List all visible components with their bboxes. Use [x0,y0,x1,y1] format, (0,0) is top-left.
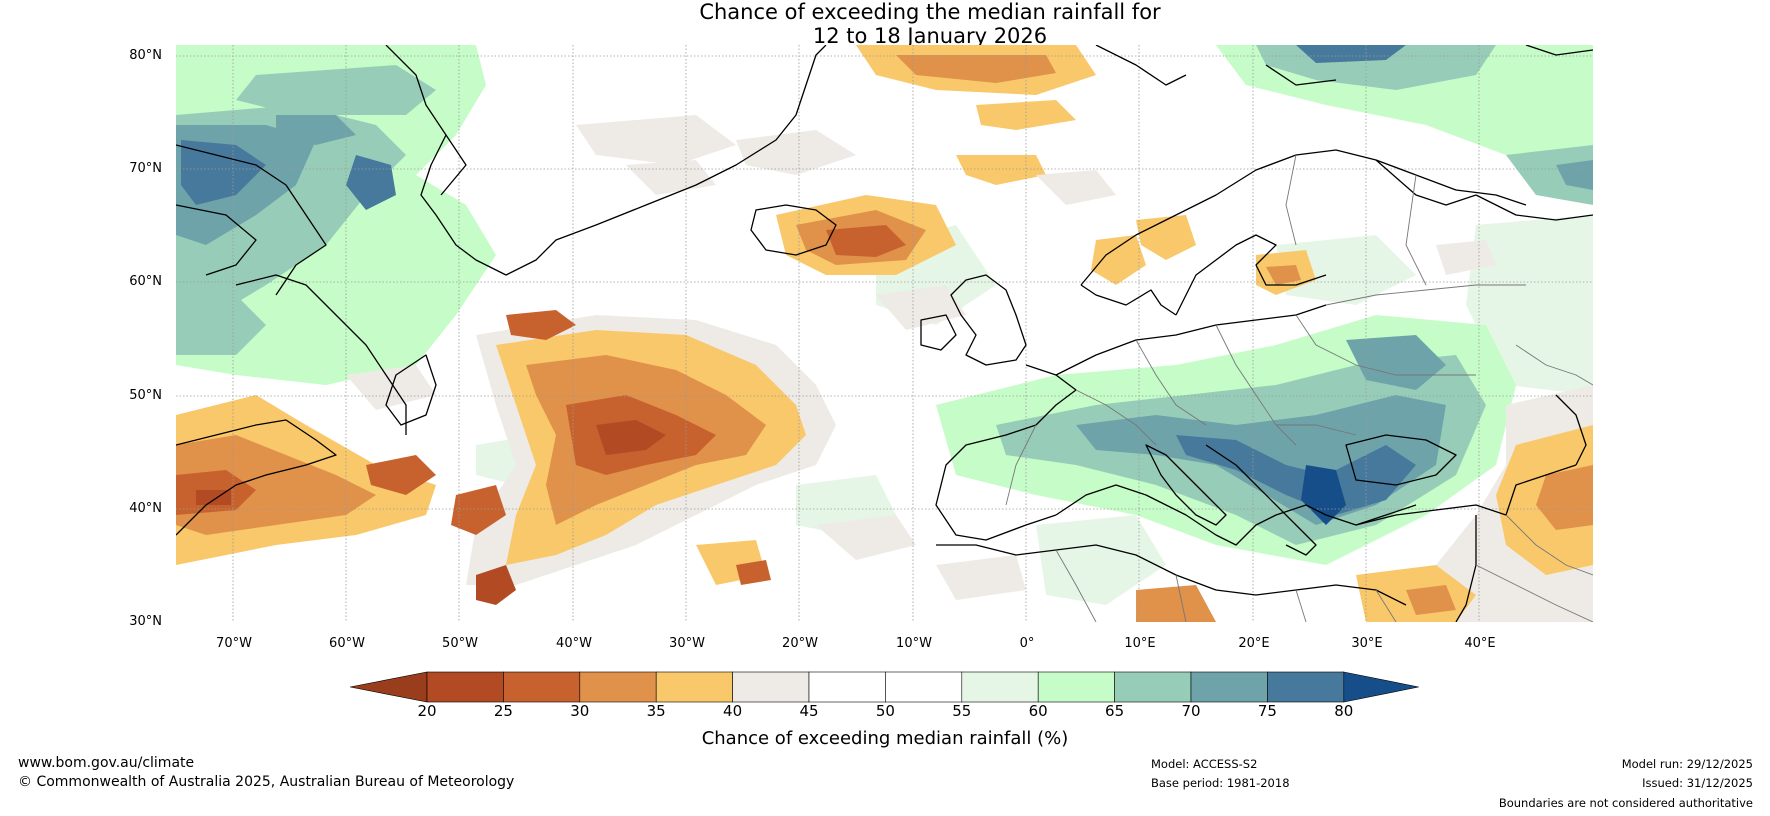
colorbar-cell-20-25 [426,671,504,703]
colorbar-cell-40-45 [732,671,810,703]
coast-greenland-west [440,134,467,196]
coast-balkans [1205,444,1317,556]
colorbar-tick-55: 55 [952,702,972,720]
colorbar-tick-45: 45 [799,702,819,720]
coast-black-sea [1345,434,1457,486]
lat-label-40n: 40°N [129,501,162,516]
colorbar-extend-above-80 [1343,671,1419,703]
coast-mediterranean [1055,484,1417,546]
dry-region-west-atlantic [176,395,436,565]
lon-label-60w: 60°W [329,636,365,651]
lon-label-70w: 70°W [216,636,252,651]
lon-label-20w: 20°W [782,636,818,651]
coast-newfoundland [385,354,437,426]
map-canvas [176,45,1593,622]
colorbar-tick-80: 80 [1334,702,1354,720]
coast-canadian-arctic [176,144,327,296]
colorbar-cell-45-50 [808,671,886,703]
colorbar-tick-60: 60 [1028,702,1048,720]
dry-region-mid-atlantic [451,310,836,605]
lon-label-40w: 40°W [556,636,592,651]
footer-website: www.bom.gov.au/climate [18,755,195,771]
lat-label-30n: 30°N [129,614,162,629]
coast-kola [1375,159,1477,206]
coast-russia-north [1475,194,1593,221]
wet-region-europe [476,225,1516,605]
dry-region-scandinavia [1091,215,1316,295]
colorbar-tick-30: 30 [570,702,590,720]
lon-label-10w: 10°W [896,636,932,651]
country-borders [1005,154,1593,622]
dry-region-iceland-sea [736,130,1046,275]
coast-svalbard-east [1265,64,1337,86]
colorbar-tick-75: 75 [1257,702,1277,720]
lon-label-0: 0° [1019,636,1035,651]
coast-northeast-america [176,419,337,536]
coast-turkey [1355,464,1577,526]
coast-uk [950,274,1027,366]
lon-label-40e: 40°E [1464,636,1496,651]
rainfall-probability-map [176,45,1593,622]
coastlines [176,45,1593,622]
coast-levant [1455,515,1477,622]
map-title-line1: Chance of exceeding the median rainfall … [699,0,1161,24]
lon-label-30w: 30°W [669,636,705,651]
colorbar-cell-70-75 [1190,671,1268,703]
coast-italy [1145,444,1227,526]
lat-label-60n: 60°N [129,274,162,289]
colorbar-cell-65-70 [1114,671,1192,703]
colorbar-tick-50: 50 [875,702,895,720]
coast-greenland [385,45,827,276]
coast-svalbard [1095,45,1187,86]
map-title-line2: 12 to 18 January 2026 [812,24,1048,48]
coast-baltic [1175,234,1327,316]
lon-label-30e: 30°E [1351,636,1383,651]
probability-shading [176,45,1593,622]
coast-baffin [176,204,257,276]
map-title: Chance of exceeding the median rainfall … [0,0,1770,48]
footer-issued: Issued: 31/12/2025 [1642,776,1753,790]
colorbar-extend-below-20 [350,671,428,703]
coast-norway-south [1080,284,1177,316]
footer-copyright: © Commonwealth of Australia 2025, Austra… [18,774,515,790]
coast-caspian [1555,394,1587,466]
colorbar-tick-40: 40 [723,702,743,720]
footer-disclaimer: Boundaries are not considered authoritat… [1498,796,1753,810]
coast-ireland [920,314,957,351]
footer-base-period: Base period: 1981-2018 [1151,776,1290,790]
coast-labrador [235,274,407,435]
lon-label-20e: 20°E [1238,636,1270,651]
lat-label-80n: 80°N [129,48,162,63]
colorbar [350,671,1419,703]
colorbar-tick-65: 65 [1105,702,1125,720]
colorbar-tick-25: 25 [493,702,513,720]
colorbar-tick-20: 20 [417,702,437,720]
lat-label-50n: 50°N [129,388,162,403]
colorbar-tick-70: 70 [1181,702,1201,720]
colorbar-cells [350,671,1419,703]
colorbar-cell-60-65 [1037,671,1115,703]
colorbar-cell-50-55 [885,671,963,703]
map-gridlines [176,45,1593,622]
colorbar-tick-35: 35 [646,702,666,720]
lat-label-70n: 70°N [129,161,162,176]
lon-label-50w: 50°W [442,636,478,651]
neutral-speckles [346,160,1496,600]
lon-label-10e: 10°E [1124,636,1156,651]
coast-europe-north [1055,304,1327,376]
colorbar-cell-75-80 [1267,671,1345,703]
colorbar-cell-30-35 [579,671,657,703]
colorbar-cell-55-60 [961,671,1039,703]
dry-region-arctic [576,45,1116,205]
colorbar-cell-35-40 [655,671,733,703]
coast-iceland [750,204,837,256]
footer-model: Model: ACCESS-S2 [1151,757,1258,771]
footer-model-run: Model run: 29/12/2025 [1621,757,1753,771]
coast-novaya-zemlya [1525,45,1593,56]
dry-region-southeast [1136,385,1593,622]
colorbar-cell-25-30 [503,671,581,703]
colorbar-label: Chance of exceeding median rainfall (%) [701,728,1069,749]
